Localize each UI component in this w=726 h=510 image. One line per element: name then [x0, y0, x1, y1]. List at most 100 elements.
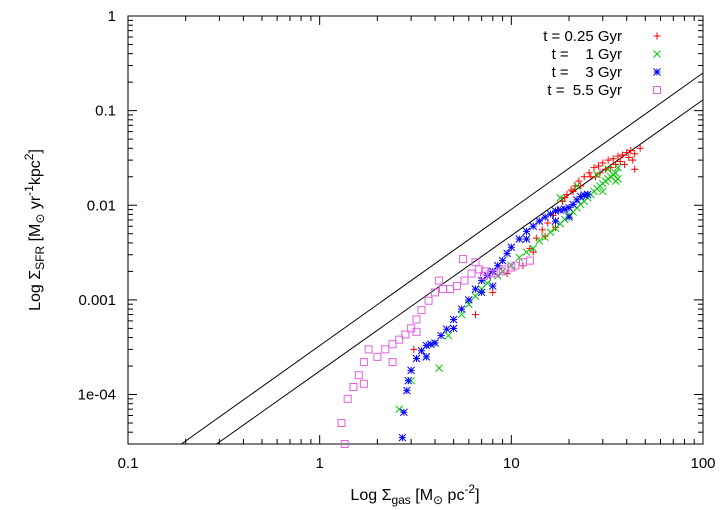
data-point [442, 325, 451, 334]
data-point [488, 282, 497, 290]
data-point [604, 156, 612, 164]
data-point [479, 271, 488, 280]
data-point [401, 330, 410, 339]
data-point [596, 169, 604, 177]
data-point [614, 163, 622, 172]
data-point [381, 345, 390, 354]
data-point [611, 177, 620, 185]
data-point [580, 173, 588, 181]
data-point [629, 156, 637, 164]
data-point [388, 340, 397, 349]
data-point [349, 383, 358, 392]
data-point [460, 276, 469, 285]
data-point [422, 353, 431, 361]
data-point [604, 165, 613, 174]
data-point [522, 248, 531, 256]
data-point [388, 358, 397, 367]
series-3 [337, 255, 534, 448]
data-point [364, 345, 373, 354]
series-1 [395, 163, 622, 414]
data-point [467, 269, 476, 278]
data-point [621, 160, 629, 168]
data-point [507, 243, 516, 252]
legend-marker [653, 50, 661, 58]
series-0 [410, 144, 644, 353]
data-point [535, 217, 544, 225]
data-point [526, 244, 534, 252]
data-point [438, 285, 447, 294]
data-point [561, 194, 569, 202]
data-point [593, 170, 601, 179]
data-point [595, 162, 603, 170]
data-point [607, 164, 615, 172]
data-point [437, 331, 445, 340]
x-tick-label: 10 [503, 455, 520, 472]
data-point [471, 292, 480, 300]
data-point [402, 386, 411, 395]
data-point [444, 331, 453, 340]
data-point [435, 364, 443, 372]
data-point [449, 324, 458, 333]
data-point [583, 190, 592, 199]
data-point [623, 149, 631, 157]
x-axis-label: Log Σgas [M⊙ pc-2] [350, 482, 479, 507]
data-point [359, 358, 368, 367]
data-point [507, 263, 516, 272]
y-tick-label: 0.01 [87, 197, 116, 214]
y-axis-label: Log ΣSFR [M⊙ yr-1kpc2] [22, 149, 47, 311]
data-point [522, 235, 531, 243]
data-point [457, 305, 466, 313]
data-point [498, 256, 507, 265]
data-point [481, 267, 490, 276]
data-point [529, 248, 537, 256]
data-point [340, 440, 349, 448]
data-point [609, 155, 617, 163]
data-point [529, 244, 538, 253]
data-point [569, 187, 577, 195]
reference-line-lower [216, 99, 704, 445]
legend-label: t = 0.25 Gyr [543, 28, 622, 45]
data-point [422, 341, 431, 350]
legend-label: t = 5.5 Gyr [547, 82, 622, 99]
data-point [477, 288, 486, 297]
data-point [457, 310, 466, 319]
data-point [477, 276, 486, 285]
data-point [538, 226, 546, 234]
data-point [551, 217, 560, 225]
data-point [631, 150, 639, 158]
data-point [431, 288, 440, 297]
data-point [446, 285, 455, 294]
data-point [398, 433, 407, 442]
data-point [459, 255, 468, 264]
data-point [489, 288, 497, 296]
data-point [498, 267, 507, 276]
data-point [565, 213, 573, 221]
data-point [546, 228, 555, 236]
x-tick-label: 1 [315, 455, 323, 472]
data-point [431, 339, 439, 347]
reference-line-upper [181, 72, 704, 445]
data-point [598, 187, 607, 196]
data-point [515, 253, 524, 262]
data-point [395, 405, 404, 414]
data-point [404, 376, 413, 385]
data-point [544, 219, 552, 227]
data-point [343, 394, 352, 403]
data-point [400, 408, 408, 417]
y-tick-label: 0.001 [78, 292, 116, 309]
data-point [410, 345, 418, 353]
data-point [417, 306, 426, 315]
data-point [551, 207, 560, 215]
data-point [464, 296, 473, 304]
reference-lines [181, 72, 704, 445]
data-point [426, 340, 435, 349]
y-tick-label: 1e-04 [78, 387, 116, 404]
data-point [471, 258, 480, 267]
data-point [611, 169, 620, 177]
data-point [573, 182, 581, 190]
data-point [612, 160, 620, 168]
data-point [556, 206, 565, 214]
data-point [618, 151, 626, 159]
data-point [546, 210, 555, 218]
